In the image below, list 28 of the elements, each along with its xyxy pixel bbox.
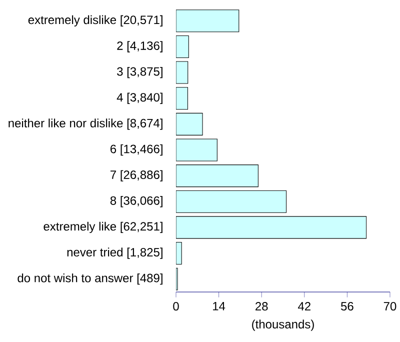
bar [176,87,188,110]
y-tick-label: never tried [1,825] [67,248,162,259]
y-tick-label: do not wish to answer [489] [18,273,162,285]
bar [176,242,182,265]
bar [176,190,287,213]
y-tick-label: 3 [3,875] [117,66,162,78]
bar [176,35,189,58]
bar [176,112,203,136]
x-axis-title: (thousands) [252,320,314,331]
y-tick-label: extremely like [62,251] [44,222,162,234]
x-tick-label: 70 [384,302,396,311]
x-tick-label: 42 [298,302,310,310]
bar [176,164,258,188]
y-tick-label: neither like nor dislike [8,674] [8,118,162,130]
x-tick-label: 14 [213,302,226,310]
y-tick-label: 4 [3,840] [116,92,162,104]
bar [176,10,240,32]
bar [176,61,188,84]
x-tick-label: 0 [173,302,179,311]
bar [176,138,218,162]
y-tick-label: 7 [26,886] [110,170,162,182]
y-tick-label: 8 [36,066] [110,196,162,208]
x-tick-label: 56 [341,302,354,311]
y-tick-label: extremely dislike [20,571] [28,15,162,26]
y-tick-label: 6 [13,466] [110,144,162,156]
y-tick-label: 2 [4,136] [117,41,162,52]
bar [176,216,367,239]
x-tick-label: 28 [256,302,268,311]
